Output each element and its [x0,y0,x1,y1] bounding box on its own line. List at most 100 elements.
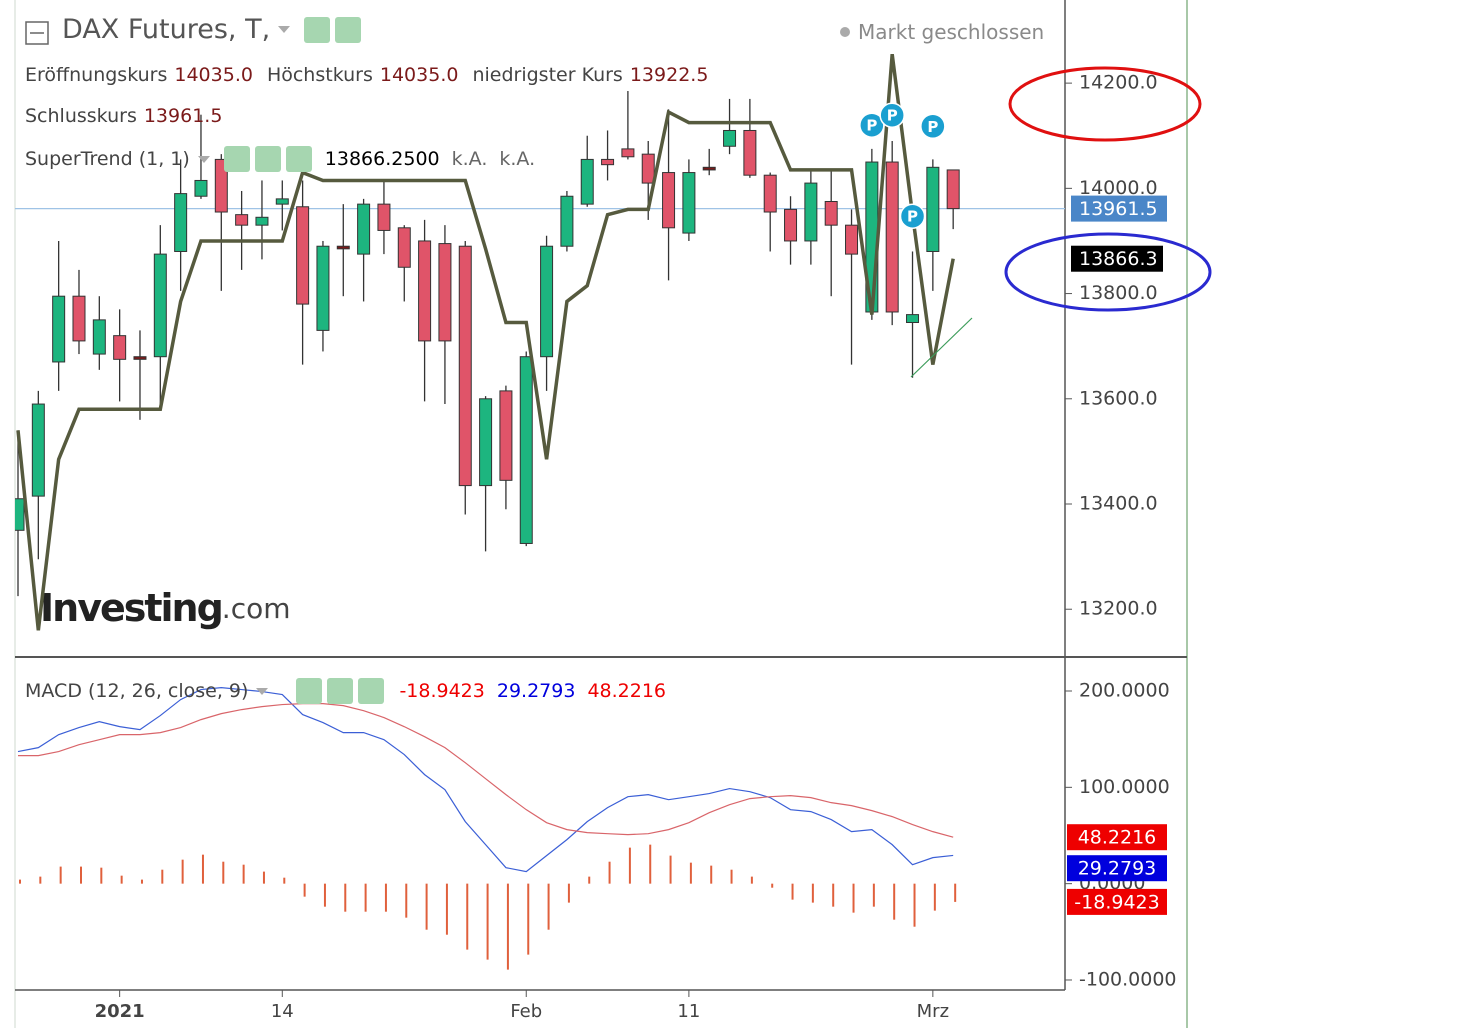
pivot-label: P [887,107,898,125]
candle-body [133,356,147,360]
candle-body [824,200,838,226]
candle-body [336,245,350,250]
highlight-ellipse-red [1008,66,1202,142]
y-tick-label: 13400.0 [1079,493,1158,515]
legend-label: niedrigster Kurs [472,64,623,86]
candle-body [418,240,432,342]
candle-body [458,245,472,487]
candle-body [15,498,25,531]
value-box [1067,888,1167,915]
y-tick-label: 14000.0 [1079,177,1158,199]
value-box-label: 29.2793 [1078,858,1157,880]
indicator-value: 13866.2500 [324,148,440,170]
eye-icon[interactable] [296,678,323,704]
macd-value: 48.2216 [587,680,667,702]
candle-body [926,166,940,252]
candle-body [377,203,391,231]
chart-title: DAX Futures, T, [62,14,271,45]
ohlc-legend: Eröffnungskurs 14035.0 Höchstkurs 14035.0 … [25,64,722,86]
price-box [1071,245,1163,272]
candle-body [560,195,574,247]
candle-body [72,295,86,342]
highlight-ellipse-blue [1004,232,1212,312]
candle-body [743,129,757,176]
candle-body [52,295,66,363]
candle-body [113,335,127,360]
settings-icon[interactable] [254,146,281,172]
macd-line [18,703,954,838]
legend-value: 13961.5 [143,105,223,127]
candle-body [702,166,716,171]
indicator-note: k.A. [499,148,536,170]
pivot-marker [920,113,946,140]
close-icon[interactable] [285,146,312,172]
dropdown[interactable] [256,687,269,695]
pivot-marker [859,112,885,138]
candle-body [519,356,533,544]
candle-body [804,182,818,242]
candle-body [540,245,554,358]
legend-value: 13922.5 [629,64,709,86]
dropdown[interactable] [197,155,210,163]
candle-body [763,174,777,213]
indicator-name: SuperTrend (1, 1) [25,148,190,170]
axes: 13200.013400.013600.013800.014000.014200… [95,72,1177,1022]
eye-icon[interactable] [223,146,250,172]
legend-label: Höchstkurs [266,64,373,86]
value-box-label: -18.9423 [1074,891,1159,913]
watermark: Investing.com [40,586,291,630]
value-box [1067,855,1167,882]
x-tick-label: Feb [510,1001,542,1022]
candle-body [845,224,859,255]
candle-body [438,243,452,342]
candle-body [397,227,411,268]
macd-value: -18.9423 [399,680,485,702]
legend-value: 14035.0 [174,64,253,86]
candle-body [174,193,188,252]
value-box-label: 48.2216 [1078,827,1157,849]
y-tick-label: 14200.0 [1079,72,1158,94]
candle-body [601,158,615,166]
y-tick-label: 13800.0 [1079,282,1158,304]
candle-body [214,158,228,213]
settings-icon[interactable] [335,16,362,43]
candle-body [92,319,106,355]
market-status: Markt geschlossen [858,20,1045,44]
y-tick-label: -100.0000 [1079,968,1177,990]
candle-body [153,253,167,358]
legend-label: Schlusskurs [25,105,137,127]
candle-body [31,403,45,497]
dropdown[interactable] [278,26,291,33]
trend-line [910,317,973,378]
macd-pane [17,687,957,970]
x-tick-label: 14 [271,1001,294,1022]
eye-icon[interactable] [304,16,331,43]
candle-body [641,153,655,184]
pivot-label: P [927,118,938,136]
price-box-label: 13961.5 [1079,198,1158,220]
settings-icon[interactable] [327,678,354,704]
candle-body [255,216,269,226]
price-box-label: 13866.3 [1079,248,1158,270]
candle-body [885,161,899,313]
price-pane: Investing.com [15,53,1065,631]
candle-body [275,198,289,205]
candle-body [316,245,330,331]
price-box [1071,195,1167,222]
candle-body [682,172,696,234]
value-box [1067,824,1167,851]
close-icon[interactable] [358,678,385,704]
candle-body [662,172,676,229]
candle-body [580,158,594,205]
collapse-button[interactable] [25,21,49,45]
candle-body [296,206,310,305]
x-tick-label: Mrz [917,1001,949,1022]
status-row: Markt geschlossen [840,20,1044,44]
candle-body [479,398,493,487]
macd-line [17,687,954,873]
candle-body [946,169,960,210]
macd-legend: MACD (12, 26, close, 9) -18.9423 29.2793 4… [25,678,666,704]
indicator-name: MACD (12, 26, close, 9) [25,680,249,702]
y-tick-label: 200.0000 [1079,680,1170,702]
candle-body [723,129,737,147]
